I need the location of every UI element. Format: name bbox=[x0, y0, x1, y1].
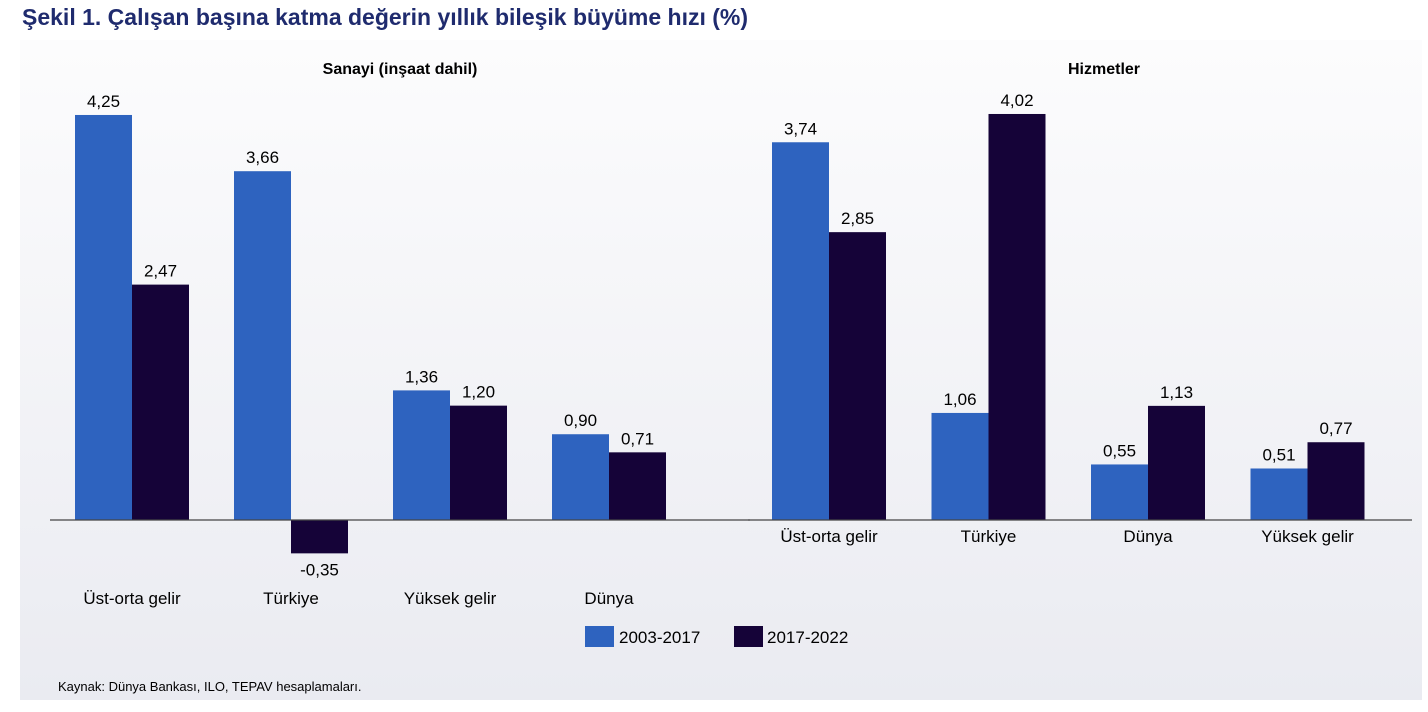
bar bbox=[132, 284, 189, 520]
data-label: 1,13 bbox=[1160, 383, 1193, 402]
figure-title: Şekil 1. Çalışan başına katma değerin yı… bbox=[22, 4, 749, 30]
bar bbox=[291, 520, 348, 554]
bar bbox=[1307, 442, 1365, 520]
source-note: Kaynak: Dünya Bankası, ILO, TEPAV hesapl… bbox=[58, 679, 362, 694]
data-label: 4,02 bbox=[1000, 91, 1033, 110]
legend-label: 2017-2022 bbox=[767, 628, 848, 647]
legend-swatch bbox=[585, 626, 614, 647]
bar bbox=[988, 113, 1046, 520]
data-label: -0,35 bbox=[300, 560, 339, 579]
data-label: 1,06 bbox=[943, 390, 976, 409]
legend-swatch bbox=[734, 626, 763, 647]
bar bbox=[829, 232, 886, 520]
data-label: 0,90 bbox=[564, 411, 597, 430]
data-label: 4,25 bbox=[87, 92, 120, 111]
data-label: 2,85 bbox=[841, 209, 874, 228]
legend-label: 2003-2017 bbox=[619, 628, 700, 647]
subplot-title: Hizmetler bbox=[1068, 61, 1140, 78]
category-label: Türkiye bbox=[263, 589, 319, 608]
bar bbox=[609, 452, 666, 520]
data-label: 0,71 bbox=[621, 429, 654, 448]
data-label: 3,66 bbox=[246, 148, 279, 167]
category-label: Üst-orta gelir bbox=[83, 589, 181, 608]
data-label: 3,74 bbox=[784, 119, 817, 138]
data-label: 0,51 bbox=[1262, 445, 1295, 464]
bar bbox=[1250, 468, 1308, 520]
category-label: Dünya bbox=[1123, 527, 1173, 546]
category-label: Yüksek gelir bbox=[1261, 527, 1354, 546]
category-label: Dünya bbox=[584, 589, 634, 608]
data-label: 0,77 bbox=[1319, 419, 1352, 438]
bar bbox=[450, 405, 507, 520]
data-label: 1,20 bbox=[462, 383, 495, 402]
bar bbox=[552, 434, 609, 520]
category-label: Türkiye bbox=[961, 527, 1017, 546]
subplot-title: Sanayi (inşaat dahil) bbox=[323, 61, 478, 78]
category-label: Üst-orta gelir bbox=[780, 527, 878, 546]
bar bbox=[1091, 464, 1148, 520]
data-label: 1,36 bbox=[405, 367, 438, 386]
bar bbox=[931, 412, 989, 520]
bar bbox=[75, 114, 132, 520]
bar bbox=[1148, 405, 1205, 520]
data-label: 2,47 bbox=[144, 262, 177, 281]
bar bbox=[393, 390, 450, 520]
category-label: Yüksek gelir bbox=[404, 589, 497, 608]
bar bbox=[234, 171, 291, 520]
bar bbox=[772, 142, 829, 520]
data-label: 0,55 bbox=[1103, 441, 1136, 460]
